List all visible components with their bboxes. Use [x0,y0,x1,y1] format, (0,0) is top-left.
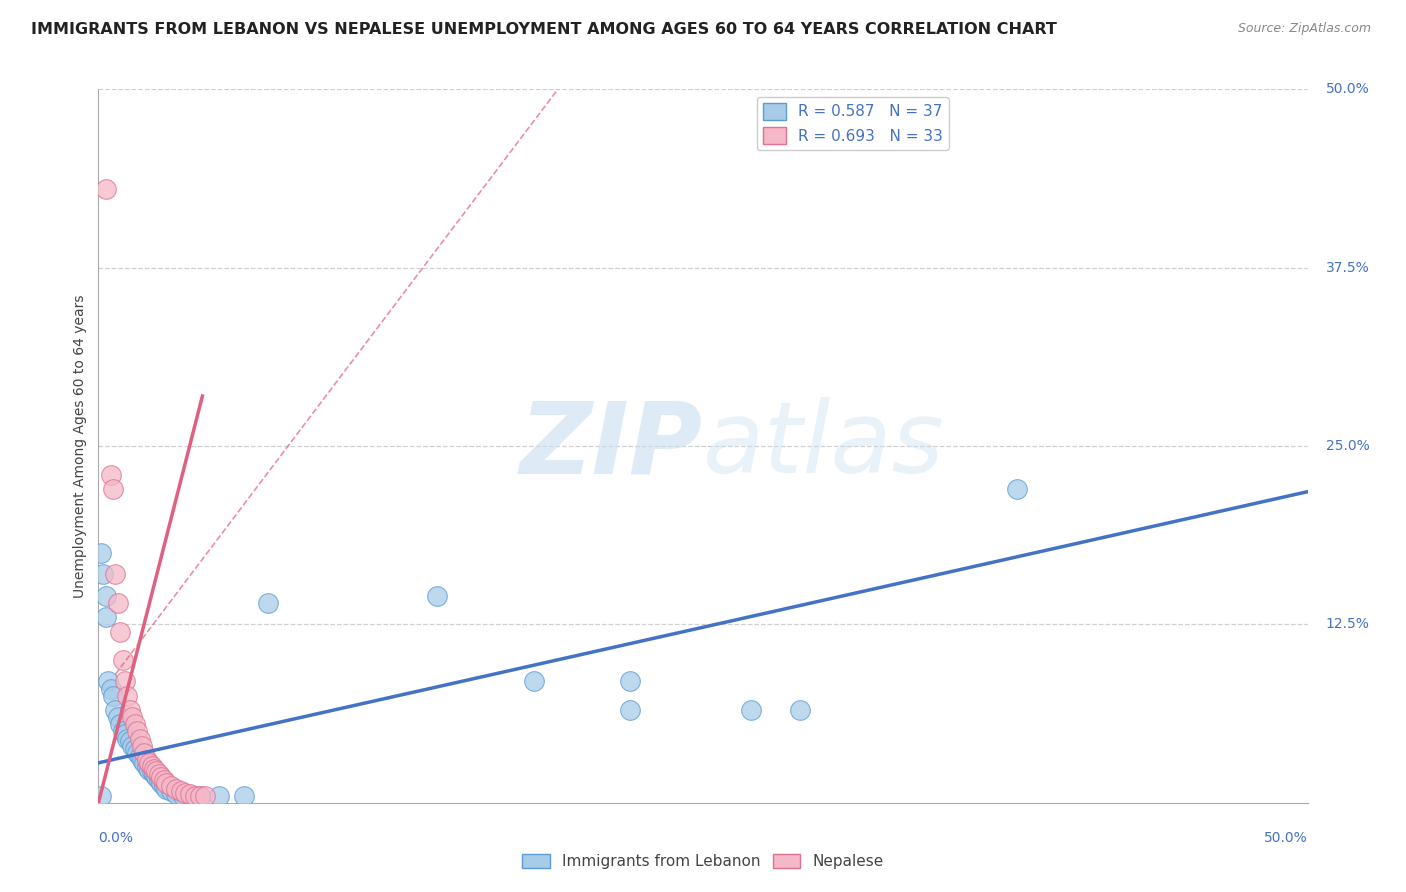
Legend: R = 0.587   N = 37, R = 0.693   N = 33: R = 0.587 N = 37, R = 0.693 N = 33 [756,97,949,150]
Text: 50.0%: 50.0% [1326,82,1369,96]
Point [174,786,197,800]
Text: 0.0%: 0.0% [98,831,134,846]
Point [150,770,173,784]
Point [152,779,174,793]
Point [100,467,122,482]
Point [141,764,163,779]
Point [143,762,166,776]
Point [101,689,124,703]
Point [135,753,157,767]
Point [188,789,211,803]
Point [138,756,160,770]
Point [134,756,156,770]
Text: 37.5%: 37.5% [1326,260,1369,275]
Point [127,746,149,760]
Text: atlas: atlas [703,398,945,494]
Point [131,739,153,753]
Point [165,787,187,801]
Point [523,674,546,689]
Text: 25.0%: 25.0% [1326,439,1369,453]
Point [150,776,173,790]
Point [188,789,211,803]
Point [143,767,166,781]
Point [152,772,174,787]
Point [131,753,153,767]
Point [128,748,150,763]
Point [169,784,191,798]
Point [155,776,177,790]
Y-axis label: Unemployment Among Ages 60 to 64 years: Unemployment Among Ages 60 to 64 years [73,294,87,598]
Point [118,734,141,748]
Point [108,624,131,639]
Point [141,758,163,772]
Point [184,789,207,803]
Point [90,546,112,560]
Point [114,727,136,741]
Point [426,589,449,603]
Point [117,731,139,746]
Text: 12.5%: 12.5% [1326,617,1369,632]
Point [619,674,641,689]
Text: ZIP: ZIP [520,398,703,494]
Point [740,703,762,717]
Point [256,596,278,610]
Point [619,703,641,717]
Point [121,739,143,753]
Point [100,681,122,696]
Point [127,724,149,739]
Point [94,610,117,624]
Point [179,787,201,801]
Point [101,482,124,496]
Point [134,746,156,760]
Text: 50.0%: 50.0% [1264,831,1308,846]
Point [179,789,201,803]
Point [121,710,143,724]
Point [94,182,117,196]
Point [104,703,127,717]
Point [1007,482,1029,496]
Point [108,717,131,731]
Point [107,596,129,610]
Point [124,741,146,756]
Point [208,789,231,803]
Point [148,772,170,787]
Point [135,760,157,774]
Point [232,789,254,803]
Point [194,789,217,803]
Text: IMMIGRANTS FROM LEBANON VS NEPALESE UNEMPLOYMENT AMONG AGES 60 TO 64 YEARS CORRE: IMMIGRANTS FROM LEBANON VS NEPALESE UNEM… [31,22,1057,37]
Point [155,781,177,796]
Point [107,710,129,724]
Point [789,703,811,717]
Legend: Immigrants from Lebanon, Nepalese: Immigrants from Lebanon, Nepalese [516,848,890,875]
Point [111,653,134,667]
Point [165,781,187,796]
Point [128,731,150,746]
Point [97,674,120,689]
Point [94,589,117,603]
Point [138,763,160,777]
Point [104,567,127,582]
Point [118,703,141,717]
Point [145,770,167,784]
Point [117,689,139,703]
Point [91,567,114,582]
Point [172,789,194,803]
Point [114,674,136,689]
Point [148,767,170,781]
Point [145,764,167,779]
Point [124,717,146,731]
Text: Source: ZipAtlas.com: Source: ZipAtlas.com [1237,22,1371,36]
Point [90,789,112,803]
Point [160,779,183,793]
Point [160,784,183,798]
Point [111,724,134,739]
